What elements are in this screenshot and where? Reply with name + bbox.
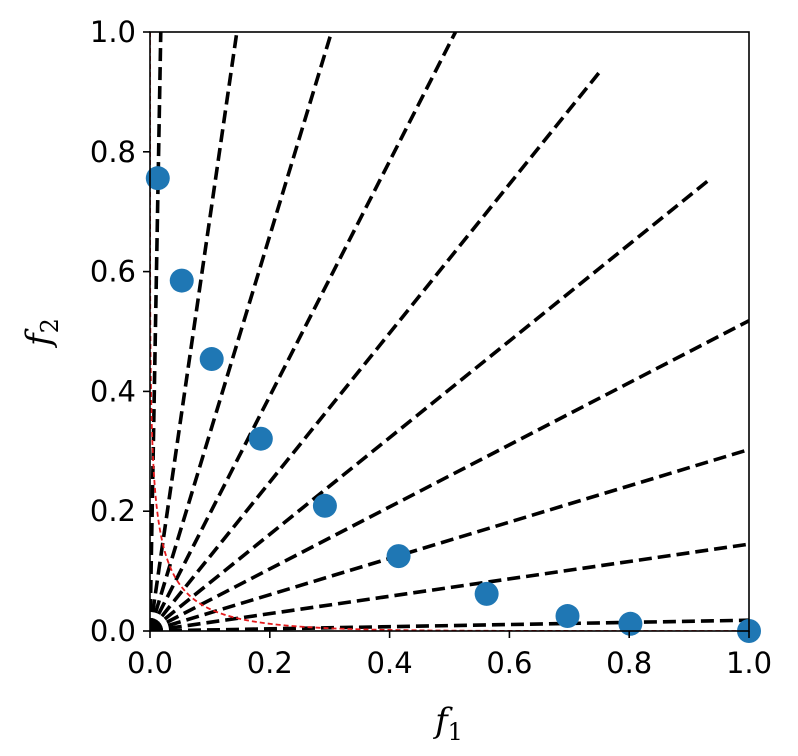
x-tick-label: 0.4 [367, 646, 413, 680]
y-tick-label: 1.0 [90, 15, 136, 49]
plot-frame [149, 31, 750, 632]
data-point [169, 268, 194, 293]
reference-ray [150, 618, 749, 631]
x-tick-label: 0.8 [606, 646, 652, 680]
y-tick-label: 0.8 [90, 135, 136, 169]
reference-ray [150, 447, 749, 631]
y-tick-label: 0.0 [90, 614, 136, 648]
data-point [248, 426, 273, 451]
data-point [474, 581, 499, 606]
y-axis-label: f2 [19, 318, 64, 349]
y-tick-label: 0.6 [90, 255, 136, 289]
plot-background [150, 32, 749, 631]
reference-ray [150, 32, 163, 631]
data-point [145, 166, 170, 191]
reference-rays [150, 32, 749, 631]
x-axis-ticks: 0.0 0.2 0.4 0.6 0.8 1.0 [127, 631, 772, 680]
x-axis-label: f1 [432, 701, 463, 746]
data-point [618, 611, 643, 636]
data-point [386, 544, 411, 569]
reference-ray [150, 319, 749, 631]
x-tick-label: 1.0 [726, 646, 772, 680]
x-axis-label-sub: 1 [448, 718, 463, 746]
reference-ray [150, 32, 239, 631]
x-tick-label: 0.2 [247, 646, 293, 680]
y-tick-label: 0.4 [90, 374, 136, 408]
data-point [555, 604, 580, 629]
data-points [145, 166, 761, 643]
x-tick-label: 0.6 [486, 646, 532, 680]
reference-ray [150, 69, 602, 631]
reference-ray [150, 542, 749, 631]
data-point [199, 347, 224, 372]
reference-ray [150, 179, 710, 631]
data-point [312, 493, 337, 518]
y-axis-label-sub: 2 [36, 318, 64, 333]
x-tick-label: 0.0 [127, 646, 173, 680]
reference-ray [150, 32, 334, 631]
reference-ray [150, 32, 458, 631]
y-axis-ticks: 0.0 0.2 0.4 0.6 0.8 1.0 [90, 15, 150, 648]
y-tick-label: 0.2 [90, 494, 136, 528]
